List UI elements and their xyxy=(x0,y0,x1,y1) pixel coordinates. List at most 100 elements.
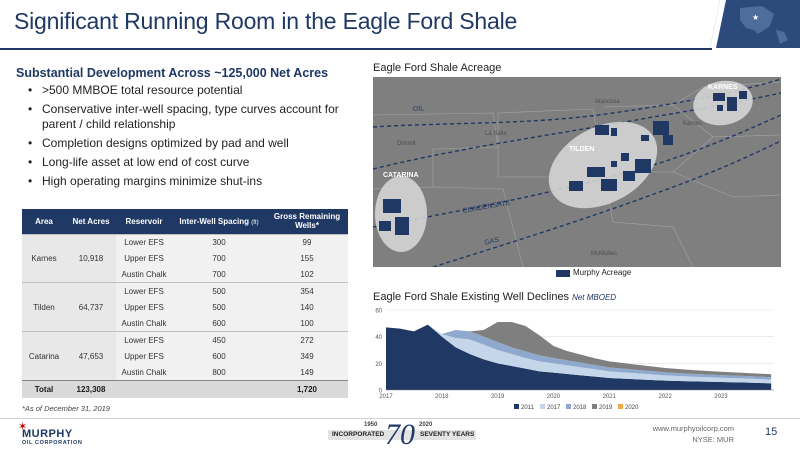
legend-swatch xyxy=(618,404,623,409)
reservoir-cell: Lower EFS xyxy=(116,331,172,349)
spacing-cell: 700 xyxy=(172,266,266,283)
acreage-map: KARNES TILDEN CATARINA OIL CONDENSATE GA… xyxy=(373,77,781,267)
county-label: La Salle xyxy=(485,131,507,137)
legend-swatch-murphy-acreage xyxy=(556,270,570,277)
spacing-header-unit: (ft) xyxy=(251,219,259,226)
reservoir-cell: Lower EFS xyxy=(116,282,172,300)
wells-cell: 140 xyxy=(266,299,348,316)
logo-wordmark: MURPHY xyxy=(22,428,73,440)
county-label: McMullen xyxy=(591,251,617,257)
series-area-2018 xyxy=(386,324,772,380)
table-row: Catarina 47,653 Lower EFS 450 272 xyxy=(22,331,348,381)
x-tick-label: 2023 xyxy=(714,394,728,400)
map-title: Eagle Ford Shale Acreage xyxy=(373,62,502,74)
series-area-2011 xyxy=(386,324,772,390)
catarina-oval xyxy=(375,176,427,252)
tilden-oval xyxy=(548,121,658,209)
logo-star-icon: ✶ xyxy=(18,421,28,433)
legend-swatch xyxy=(540,404,545,409)
spacing-cell: 300 xyxy=(172,233,266,251)
reservoir-cell: Austin Chalk xyxy=(116,364,172,381)
reservoir-cell: Upper EFS xyxy=(116,348,172,365)
total-label: Total xyxy=(22,380,66,398)
series-area-2017 xyxy=(386,324,772,384)
table-total-row: Total 123,308 1,720 xyxy=(22,380,348,398)
wells-cell: 149 xyxy=(266,364,348,381)
total-net-acres: 123,308 xyxy=(66,380,116,398)
bullet-list: >500 MMBOE total resource potential Cons… xyxy=(28,83,358,193)
bullet-item: Completion designs optimized by pad and … xyxy=(28,136,358,151)
x-tick-label: 2020 xyxy=(547,394,561,400)
county-label: Karnes xyxy=(683,121,702,127)
y-tick-label: 20 xyxy=(375,362,382,368)
net-acres-cell: 10,918 xyxy=(66,233,116,283)
legend-label: 2020 xyxy=(625,405,639,411)
legend-label: 2018 xyxy=(573,405,587,411)
x-tick-label: 2022 xyxy=(658,394,672,400)
legend-swatch xyxy=(566,404,571,409)
chart-title-text: Eagle Ford Shale Existing Well Declines xyxy=(373,291,570,303)
map-legend-label: Murphy Acreage xyxy=(573,268,632,277)
county-label: Dimmit xyxy=(397,141,416,147)
bullet-item: Conservative inter-well spacing, type cu… xyxy=(28,102,358,132)
table-row: Upper EFS 500 140 xyxy=(22,299,348,316)
logo-subtitle: OIL CORPORATION xyxy=(22,440,83,446)
net-acres-cell: 47,653 xyxy=(66,331,116,381)
table-row: Austin Chalk 700 102 xyxy=(22,266,348,283)
legend-label: 2011 xyxy=(521,405,535,411)
bullet-item: High operating margins minimize shut-ins xyxy=(28,174,358,189)
reservoir-cell: Austin Chalk xyxy=(116,266,172,283)
spacing-cell: 500 xyxy=(172,299,266,316)
reservoir-cell: Upper EFS xyxy=(116,299,172,316)
legend-swatch xyxy=(592,404,597,409)
column-header-reservoir: Reservoir xyxy=(116,209,172,234)
x-tick-label: 2019 xyxy=(491,394,505,400)
area-cell: Tilden xyxy=(22,282,66,332)
y-tick-label: 40 xyxy=(375,335,382,341)
table-row: Upper EFS 700 155 xyxy=(22,250,348,267)
table-row: Upper EFS 600 349 xyxy=(22,348,348,365)
table-footnote: *As of December 31, 2019 xyxy=(22,404,110,413)
murphy-logo: ✶ MURPHY OIL CORPORATION xyxy=(18,418,98,448)
column-header-spacing: Inter-Well Spacing (ft) xyxy=(172,209,266,234)
anniversary-logo: 1950 2020 INCORPORATED 70 SEVENTY YEARS xyxy=(328,418,478,450)
table-header-row: Area Net Acres Reservoir Inter-Well Spac… xyxy=(22,209,348,234)
acreage-map-graphic: KARNES TILDEN CATARINA OIL CONDENSATE GA… xyxy=(373,78,781,267)
website-link[interactable]: www.murphyoilcorp.com xyxy=(652,424,734,433)
total-wells: 1,720 xyxy=(266,380,348,398)
section-subheading: Substantial Development Across ~125,000 … xyxy=(16,66,329,80)
slide-title: Significant Running Room in the Eagle Fo… xyxy=(14,8,518,34)
karnes-oval xyxy=(693,80,753,126)
chart-subtitle: Net MBOED xyxy=(572,293,617,302)
area-cell: Karnes xyxy=(22,233,66,283)
wells-cell: 349 xyxy=(266,348,348,365)
svg-text:★: ★ xyxy=(752,13,759,22)
decline-chart: 0 20 40 60 2017 2018 2019 2020 2021 2022 2023 2011… xyxy=(375,309,774,411)
wells-cell: 102 xyxy=(266,266,348,283)
legend-label: 2019 xyxy=(599,405,613,411)
table-row: Tilden 64,737 Lower EFS 500 354 xyxy=(22,282,348,332)
map-label-karnes: KARNES xyxy=(708,84,738,91)
inventory-table: Area Net Acres Reservoir Inter-Well Spac… xyxy=(22,209,348,398)
spacing-cell: 450 xyxy=(172,331,266,349)
spacing-cell: 600 xyxy=(172,315,266,332)
net-acres-cell: 64,737 xyxy=(66,282,116,332)
column-header-wells: Gross Remaining Wells* xyxy=(266,209,348,234)
murphy-acreage-blocks xyxy=(379,91,747,235)
county-label: Atascosa xyxy=(595,99,620,105)
area-cell: Catarina xyxy=(22,331,66,381)
wells-cell: 272 xyxy=(266,331,348,349)
bullet-item: Long-life asset at low end of cost curve xyxy=(28,155,358,170)
map-label-oil: OIL xyxy=(413,105,425,113)
table-row: Austin Chalk 800 149 xyxy=(22,364,348,381)
x-tick-label: 2021 xyxy=(603,394,617,400)
wells-cell: 354 xyxy=(266,282,348,300)
reservoir-cell: Lower EFS xyxy=(116,233,172,251)
y-tick-label: 60 xyxy=(375,309,382,315)
table-row: Karnes 10,918 Lower EFS 300 99 xyxy=(22,233,348,283)
reservoir-cell: Upper EFS xyxy=(116,250,172,267)
column-header-net-acres: Net Acres xyxy=(66,209,116,234)
ticker-label: NYSE: MUR xyxy=(692,435,734,444)
spacing-cell: 500 xyxy=(172,282,266,300)
page-number: 15 xyxy=(765,426,778,438)
